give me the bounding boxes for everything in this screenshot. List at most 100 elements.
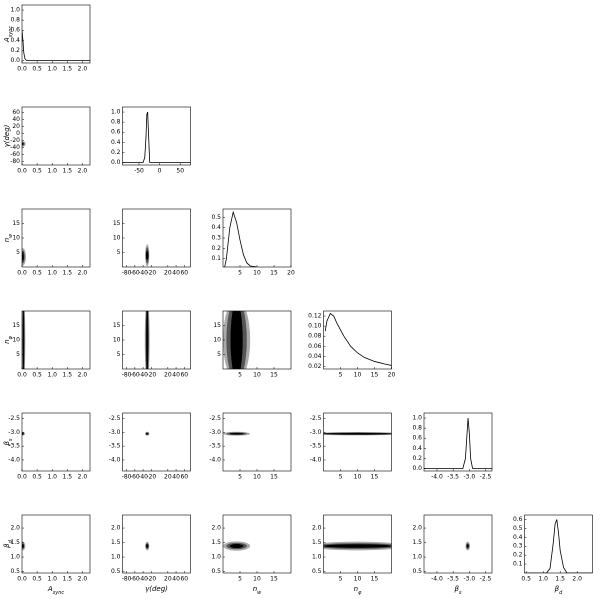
x-tick-label: 2.0 [78, 168, 88, 175]
y-tick-label: 0.8 [111, 119, 121, 126]
x-tick-label: -3.0 [463, 474, 475, 481]
x-tick-label: 0.0 [17, 66, 27, 73]
panel [223, 541, 251, 551]
x-tick-label: 15 [270, 576, 278, 583]
density-line [122, 111, 191, 163]
y-tick-label: 0.4 [412, 445, 422, 452]
y-tick-label: 2.0 [10, 525, 20, 532]
y-axis-label-sub: d [8, 539, 14, 543]
y-axis-label-sub: s [8, 438, 14, 441]
panel-frame [222, 208, 292, 268]
x-tick-label: -40 [138, 372, 148, 379]
y-tick-label: 1.0 [10, 7, 20, 14]
y-tick-label: 5 [16, 249, 20, 256]
x-tick-label: 20 [164, 270, 172, 277]
y-tick-label: -3.0 [8, 429, 20, 436]
y-tick-label: 0.06 [308, 343, 322, 350]
panel-frame [21, 208, 91, 268]
y-axis-label: γ(deg) [3, 124, 11, 147]
panel-frame [423, 514, 493, 574]
y-tick-label: 60 [12, 109, 20, 116]
x-tick-label: -20 [146, 576, 156, 583]
y-axis-label: nw [3, 233, 14, 242]
y-tick-label: 5 [217, 351, 221, 358]
x-axis-label: Async [47, 585, 65, 596]
y-tick-label: -60 [10, 151, 20, 158]
density-line [424, 418, 492, 469]
y-tick-label: 1.0 [211, 554, 221, 561]
contour-region [466, 544, 469, 548]
x-tick-label: 1.0 [47, 474, 57, 481]
panel-frame [21, 4, 91, 64]
x-tick-label: 2.0 [78, 66, 88, 73]
contour-region [145, 250, 149, 261]
panel [145, 541, 150, 551]
y-axis-label-sub: w [8, 233, 14, 238]
x-tick-label: -4.0 [431, 576, 443, 583]
y-tick-label: -2.5 [8, 415, 20, 422]
y-tick-label: 0.5 [211, 214, 221, 221]
y-tick-label: 40 [12, 116, 20, 123]
x-tick-label: 15 [371, 576, 379, 583]
panel-frame [122, 514, 191, 574]
x-tick-label: 0.5 [32, 66, 42, 73]
x-tick-label: -3.0 [463, 576, 475, 583]
x-tick-label: 1.5 [63, 270, 73, 277]
panel-frame [122, 106, 191, 166]
x-tick-label: 10 [354, 576, 362, 583]
x-tick-label: 15 [371, 372, 379, 379]
panel-frame [323, 412, 392, 472]
y-tick-label: 0.1 [211, 255, 221, 262]
panel-frame [524, 514, 593, 574]
density-line [22, 30, 90, 61]
y-tick-label: 0.5 [312, 568, 322, 575]
y-tick-label: -4.0 [209, 456, 221, 463]
panel [145, 244, 150, 267]
x-tick-label: 5 [238, 474, 242, 481]
y-axis-label-sub: sync [8, 26, 14, 38]
x-axis-label-sub: φ [358, 590, 362, 596]
x-tick-label: -2.5 [480, 474, 492, 481]
x-tick-label: 1.0 [47, 168, 57, 175]
panel-frame [21, 106, 91, 166]
y-axis-label-main: A [3, 37, 11, 43]
y-axis-label-main: β [3, 543, 11, 548]
contour-region [230, 311, 243, 369]
x-tick-label: 10 [253, 576, 261, 583]
panel [524, 519, 593, 573]
x-tick-label: 0 [158, 168, 162, 175]
panel-frame [122, 208, 191, 268]
y-tick-label: -3.0 [209, 429, 221, 436]
y-tick-label: 0.0 [111, 159, 121, 166]
x-axis-label: nφ [354, 585, 362, 596]
y-tick-label: 1.5 [412, 539, 422, 546]
x-tick-label: -20 [146, 372, 156, 379]
contour-region [22, 142, 24, 145]
x-tick-label: 5 [238, 372, 242, 379]
x-tick-label: 15 [270, 372, 278, 379]
y-tick-label: 0.3 [211, 235, 221, 242]
x-tick-label: 1.0 [47, 66, 57, 73]
y-tick-label: 1.5 [211, 539, 221, 546]
x-tick-label: 0.0 [17, 270, 27, 277]
panel [22, 141, 26, 147]
panel-frame [21, 514, 91, 574]
y-tick-label: 15 [113, 220, 121, 227]
x-tick-label: 0.0 [17, 168, 27, 175]
x-tick-label: 2.0 [572, 576, 582, 583]
x-tick-label: -40 [138, 270, 148, 277]
x-tick-label: 40 [172, 372, 180, 379]
panel [22, 30, 90, 61]
y-tick-label: 1.0 [111, 554, 121, 561]
contour-region [323, 432, 392, 435]
panel-frame [222, 412, 292, 472]
x-tick-label: 1.5 [63, 576, 73, 583]
y-tick-label: 0.2 [10, 47, 20, 54]
y-tick-label: -3.0 [109, 429, 121, 436]
y-tick-label: 0.5 [513, 525, 523, 532]
y-tick-label: 0.5 [412, 568, 422, 575]
y-tick-label: -2.5 [310, 415, 322, 422]
x-tick-label: 10 [253, 474, 261, 481]
y-tick-label: 0.4 [10, 37, 20, 44]
x-tick-label: -80 [122, 474, 132, 481]
